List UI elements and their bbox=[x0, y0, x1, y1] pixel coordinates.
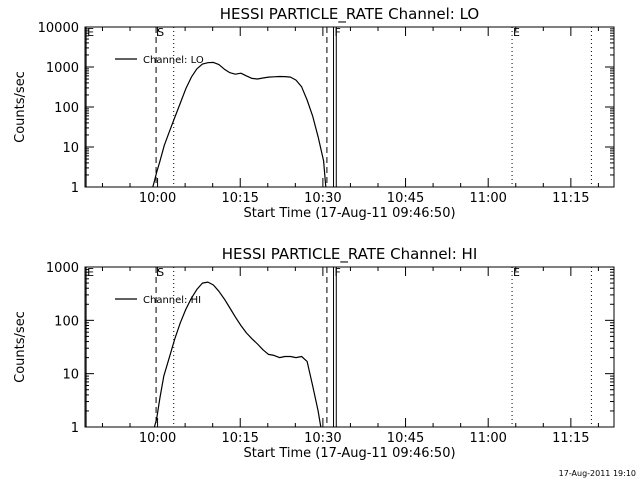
y-axis-label: Counts/sec bbox=[13, 71, 28, 143]
x-tick-label: 10:00 bbox=[139, 431, 176, 446]
y-tick-label: 1000 bbox=[46, 61, 79, 76]
x-tick-label: 10:30 bbox=[304, 191, 341, 206]
chart-hi-channel: HESSI PARTICLE_RATE Channel: HI Start Ti… bbox=[13, 245, 615, 461]
marker-label: E bbox=[513, 266, 520, 279]
marker-label: F bbox=[335, 266, 341, 279]
x-tick-label: 10:30 bbox=[304, 431, 341, 446]
x-tick-label: 10:00 bbox=[139, 191, 176, 206]
legend-label: Channel: LO bbox=[143, 55, 204, 66]
timestamp-footer: 17-Aug-2011 19:10 bbox=[558, 469, 636, 478]
x-tick-label: 10:15 bbox=[221, 191, 258, 206]
marker-label: F bbox=[335, 26, 341, 39]
plot-frame bbox=[84, 266, 615, 428]
x-axis-label: Start Time (17-Aug-11 09:46:50) bbox=[243, 206, 455, 221]
plot-frame bbox=[84, 26, 615, 188]
x-tick-label: 10:15 bbox=[221, 431, 258, 446]
marker-label: S bbox=[157, 26, 164, 39]
y-tick-label: 10 bbox=[62, 368, 79, 383]
legend-label: Channel: HI bbox=[143, 295, 201, 306]
x-tick-label: 10:45 bbox=[387, 431, 424, 446]
y-tick-label: 1000 bbox=[46, 261, 79, 276]
y-tick-label: 10000 bbox=[38, 21, 79, 36]
chart-title: HESSI PARTICLE_RATE Channel: LO bbox=[220, 5, 479, 24]
y-tick-label: 10 bbox=[62, 141, 79, 156]
marker-label: E bbox=[87, 266, 94, 279]
y-tick-label: 100 bbox=[54, 314, 79, 329]
x-axis-label: Start Time (17-Aug-11 09:46:50) bbox=[243, 446, 455, 461]
series-line bbox=[152, 61, 327, 188]
x-tick-label: 11:15 bbox=[552, 191, 589, 206]
marker-label: E bbox=[87, 26, 94, 39]
marker-label: E bbox=[513, 26, 520, 39]
y-tick-label: 1 bbox=[71, 181, 79, 196]
marker-label: S bbox=[157, 266, 164, 279]
chart-lo-channel: HESSI PARTICLE_RATE Channel: LO Start Ti… bbox=[13, 5, 615, 221]
x-tick-label: 10:45 bbox=[387, 191, 424, 206]
y-tick-label: 1 bbox=[71, 421, 79, 436]
y-axis-label: Counts/sec bbox=[13, 311, 28, 383]
x-tick-label: 11:00 bbox=[469, 191, 506, 206]
series-line bbox=[153, 281, 322, 428]
y-tick-label: 100 bbox=[54, 101, 79, 116]
chart-title: HESSI PARTICLE_RATE Channel: HI bbox=[222, 245, 478, 264]
x-tick-label: 11:00 bbox=[469, 431, 506, 446]
x-tick-label: 11:15 bbox=[552, 431, 589, 446]
